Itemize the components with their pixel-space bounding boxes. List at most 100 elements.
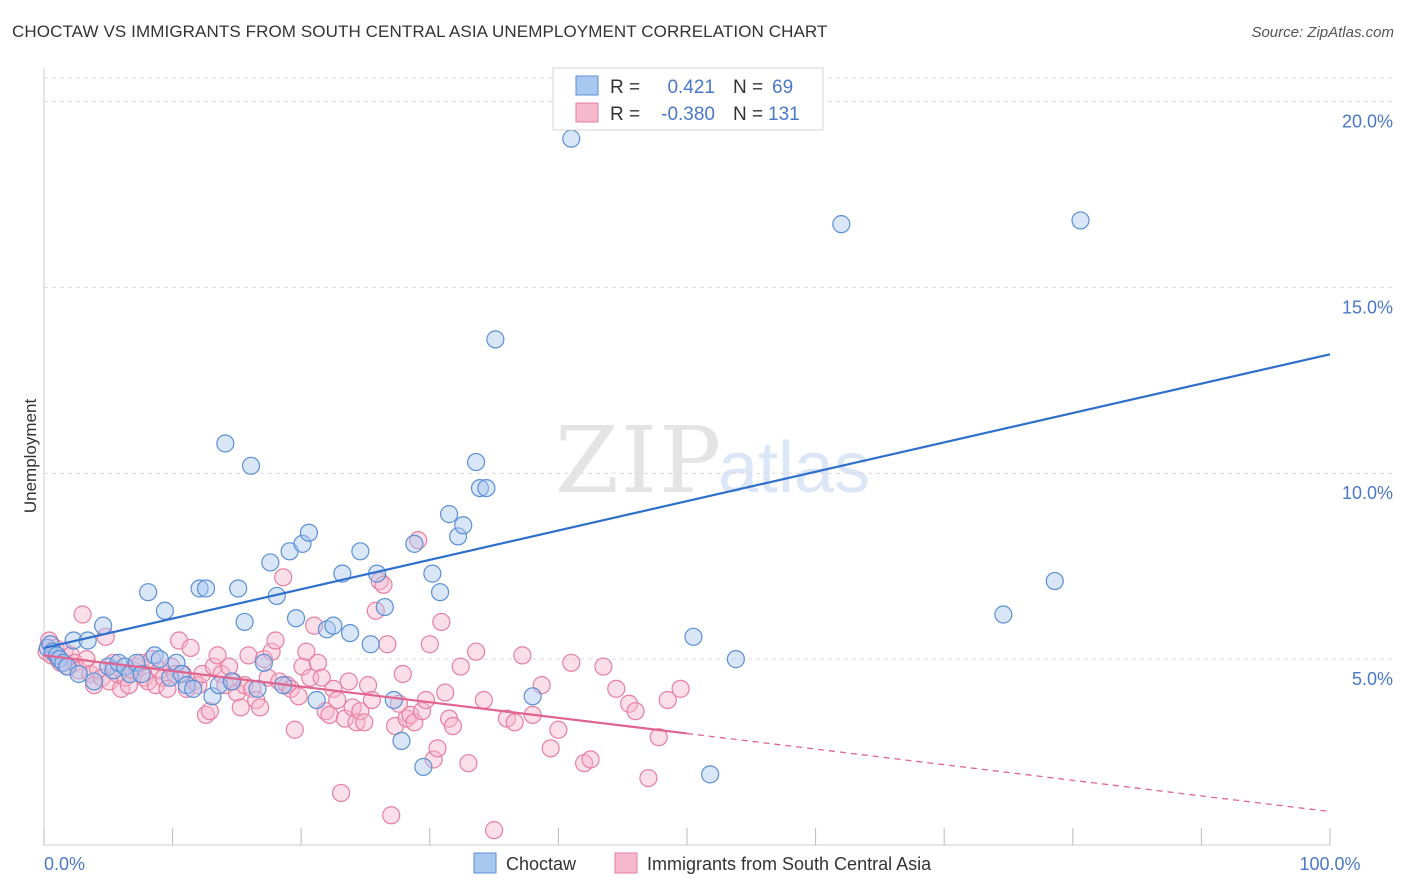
immigrants-point-124	[607, 679, 626, 698]
series-immigrants-points	[37, 531, 690, 840]
immigrants-point-66	[285, 720, 304, 739]
choctaw-point-27	[184, 679, 203, 698]
choctaw-point-21	[150, 650, 169, 669]
immigrants-point-80	[339, 672, 358, 691]
choctaw-point-10	[85, 672, 104, 691]
trend-lines	[43, 353, 1331, 813]
x-tick-label-0: 0.0%	[44, 854, 85, 874]
choctaw-point-58	[414, 757, 433, 777]
immigrants-point-115	[513, 646, 532, 665]
choctaw-point-43	[286, 609, 306, 628]
trend-line-immigrants-dashed	[686, 732, 1331, 813]
immigrants-point-109	[459, 754, 478, 773]
immigrants-point-11	[73, 605, 92, 624]
choctaw-point-63	[454, 516, 473, 535]
y-tick-label-1: 10.0%	[1342, 483, 1393, 503]
choctaw-point-50	[340, 623, 360, 643]
choctaw-point-65	[470, 479, 490, 498]
immigrants-point-120	[562, 653, 581, 672]
choctaw-point-22	[155, 601, 174, 620]
choctaw-point-54	[375, 597, 394, 617]
immigrants-point-57	[250, 698, 270, 717]
trend-line-choctaw	[43, 353, 1331, 650]
immigrants-point-63	[274, 568, 293, 587]
immigrants-point-67	[289, 687, 308, 706]
choctaw-point-56	[392, 731, 411, 751]
immigrants-point-119	[549, 720, 568, 739]
immigrants-point-30	[146, 676, 165, 695]
choctaw-point-71	[701, 765, 720, 784]
legend-label-immigrants: Immigrants from South Central Asia	[647, 854, 932, 874]
choctaw-point-45	[299, 523, 319, 542]
choctaw-point-59	[423, 564, 442, 583]
choctaw-point-61	[439, 505, 459, 524]
immigrants-point-128	[649, 728, 668, 747]
choctaw-point-57	[405, 534, 424, 553]
trend-line-immigrants-solid	[43, 654, 688, 735]
choctaw-point-60	[430, 583, 450, 602]
choctaw-point-68	[523, 687, 542, 706]
immigrants-point-129	[658, 690, 677, 710]
choctaw-point-67	[486, 330, 505, 349]
immigrants-point-51	[227, 683, 246, 702]
stats-legend: R = 0.421 N = 69 R = -0.380 N = 131	[552, 67, 824, 131]
immigrants-point-46	[208, 646, 227, 665]
y-tick-label-0: 5.0%	[1352, 669, 1393, 689]
immigrants-point-111	[474, 690, 493, 710]
y-axis-label: Unemployment	[21, 399, 40, 514]
immigrants-point-91	[382, 806, 401, 825]
immigrants-point-125	[620, 694, 639, 713]
choctaw-point-66	[477, 479, 496, 498]
immigrants-point-84	[355, 713, 374, 732]
stats-r-label-pink: R =	[610, 104, 640, 125]
choctaw-point-18	[132, 664, 151, 684]
immigrants-point-73	[312, 668, 331, 687]
y-tick-label-2: 15.0%	[1342, 297, 1393, 317]
choctaw-point-74	[994, 605, 1013, 624]
immigrants-point-87	[366, 601, 385, 620]
stats-n-label-blue: N =	[733, 77, 763, 98]
stats-r-label-blue: R =	[610, 77, 640, 98]
choctaw-point-64	[466, 452, 486, 472]
source-label: Source: ZipAtlas.com	[1251, 24, 1394, 41]
immigrants-point-126	[626, 702, 645, 721]
choctaw-point-73	[832, 215, 851, 234]
choctaw-point-46	[307, 690, 326, 710]
choctaw-point-8	[69, 664, 88, 684]
choctaw-point-44	[293, 534, 312, 553]
legend-label-choctaw: Choctaw	[506, 854, 577, 874]
stats-r-value-blue: 0.421	[667, 77, 715, 98]
immigrants-point-107	[443, 716, 463, 736]
choctaw-point-55	[384, 690, 403, 710]
immigrants-point-72	[308, 653, 328, 672]
choctaw-point-75	[1045, 571, 1064, 591]
immigrants-point-61	[266, 631, 285, 650]
immigrants-point-99	[412, 702, 432, 721]
immigrants-point-94	[393, 664, 412, 684]
immigrants-point-90	[378, 635, 397, 654]
immigrants-point-75	[320, 705, 339, 724]
immigrants-point-82	[347, 713, 366, 732]
choctaw-point-38	[254, 653, 274, 672]
immigrants-point-114	[505, 713, 524, 732]
immigrants-point-102	[424, 750, 443, 769]
choctaw-point-52	[361, 635, 380, 654]
immigrants-point-127	[639, 768, 658, 788]
choctaw-point-76	[1071, 211, 1090, 230]
immigrants-point-83	[351, 702, 370, 721]
choctaw-point-62	[448, 527, 468, 546]
immigrants-point-112	[485, 821, 504, 840]
choctaw-point-33	[222, 672, 241, 691]
choctaw-point-51	[351, 542, 370, 561]
immigrants-point-77	[328, 690, 347, 710]
gridlines	[44, 77, 1392, 660]
choctaw-point-32	[216, 434, 235, 453]
immigrants-point-49	[220, 657, 239, 676]
y-tick-label-3: 20.0%	[1342, 111, 1393, 131]
choctaw-point-72	[726, 650, 745, 669]
immigrants-point-101	[420, 635, 439, 654]
choctaw-point-29	[196, 579, 216, 598]
choctaw-point-34	[229, 579, 248, 598]
immigrants-point-85	[358, 676, 378, 695]
watermark-zip: ZIP	[555, 407, 723, 514]
